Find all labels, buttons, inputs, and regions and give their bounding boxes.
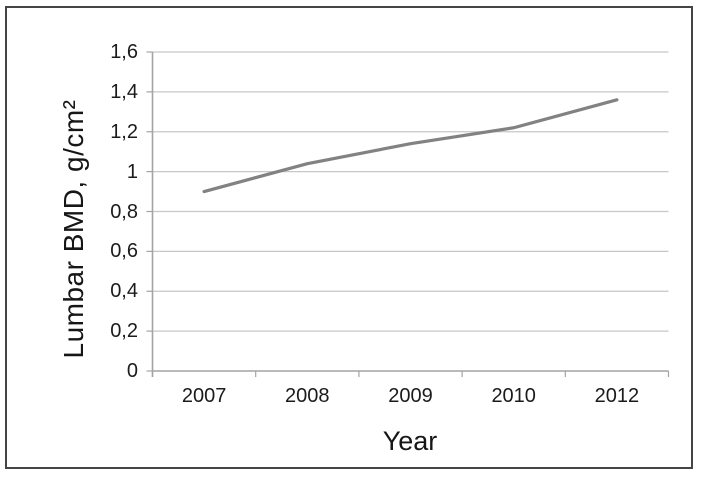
bmd-line-series [202, 98, 619, 194]
y-tick-label: 0,8 [110, 200, 138, 223]
y-tick-label: 1,2 [110, 120, 138, 143]
x-tick-label: 2012 [594, 385, 640, 407]
y-tick-label: 0,2 [110, 320, 138, 343]
x-tick-label: 2007 [181, 385, 227, 407]
x-tick-label: 2008 [285, 385, 330, 407]
y-tick-label: 1 [126, 160, 138, 183]
y-tick-label: 0,4 [110, 280, 138, 303]
y-tick-label: 0,6 [110, 240, 138, 263]
x-tick-label: 2009 [388, 385, 433, 407]
x-tick-label: 2010 [491, 385, 536, 407]
x-axis-title: Year [382, 426, 438, 456]
y-tick-label: 0 [126, 360, 138, 382]
y-tick-label: 1,4 [110, 80, 138, 103]
figure-frame [5, 6, 693, 469]
y-tick-label: 1,6 [110, 41, 138, 63]
